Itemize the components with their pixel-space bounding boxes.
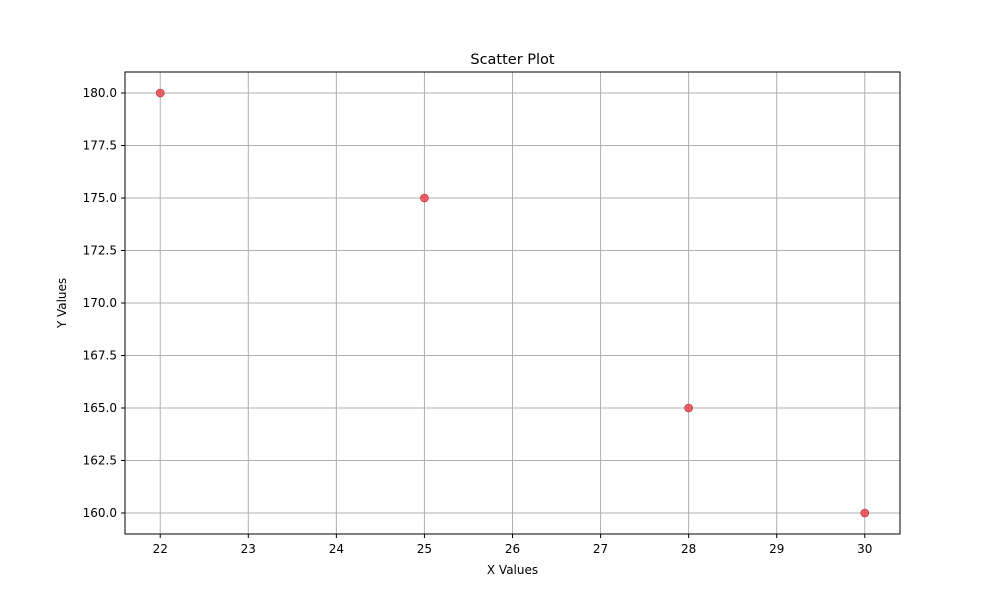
scatter-point bbox=[684, 403, 693, 413]
plot-frame bbox=[124, 71, 901, 535]
grid-lines bbox=[125, 72, 900, 534]
y-tick-label: 165.0 bbox=[83, 401, 117, 415]
x-tick-label: 30 bbox=[857, 542, 872, 556]
chart-title: Scatter Plot bbox=[470, 52, 555, 68]
y-tick-label: 162.5 bbox=[83, 454, 117, 468]
y-tick-label: 170.0 bbox=[83, 296, 117, 310]
x-tick-label: 28 bbox=[681, 542, 696, 556]
x-tick-label: 24 bbox=[329, 542, 344, 556]
x-tick-label: 26 bbox=[505, 542, 520, 556]
scatter-point bbox=[420, 193, 429, 203]
x-tick-label: 25 bbox=[417, 542, 432, 556]
y-tick-label: 172.5 bbox=[83, 244, 117, 258]
y-tick-label: 177.5 bbox=[83, 139, 117, 153]
y-tick-label: 175.0 bbox=[83, 191, 117, 205]
y-axis-label: Y Values bbox=[55, 278, 69, 329]
x-tick-label: 23 bbox=[241, 542, 256, 556]
y-tick-label: 167.5 bbox=[83, 349, 117, 363]
scatter-point bbox=[860, 508, 870, 518]
x-axis-label: X Values bbox=[487, 563, 538, 577]
y-tick-label: 160.0 bbox=[83, 506, 117, 520]
axis-ticks: 22 23 24 25 26 27 28 29 30 160.0 162.5 165.0 167.5 17… bbox=[83, 86, 873, 556]
y-tick-label: 180.0 bbox=[83, 86, 117, 100]
x-tick-label: 29 bbox=[769, 542, 784, 556]
x-tick-label: 27 bbox=[593, 542, 608, 556]
scatter-point bbox=[155, 88, 165, 98]
x-tick-label: 22 bbox=[153, 542, 168, 556]
data-points bbox=[155, 88, 870, 518]
